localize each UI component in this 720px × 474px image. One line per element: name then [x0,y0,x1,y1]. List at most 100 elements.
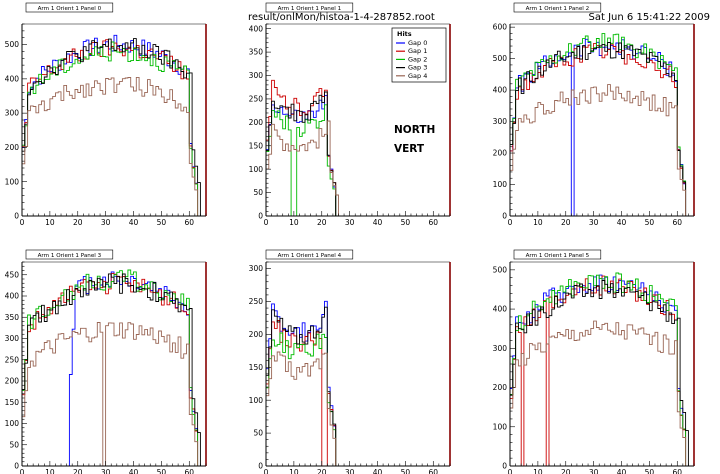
x-tick-label: 0 [264,468,269,474]
histogram-panel: Arm 1 Orient 1 Panel 20 10 20 30 40 50 6001002… [493,2,695,227]
series-gap-0 [509,274,687,466]
x-tick-label: 50 [645,468,655,474]
y-tick-label: 300 [5,334,20,343]
y-tick-label: 0 [14,212,19,221]
y-tick-label: 300 [249,264,264,273]
series-gap-2 [509,33,687,216]
series-gap-4 [265,351,337,466]
x-tick-label: 0 [20,218,25,227]
y-tick-label: 150 [249,141,264,150]
y-tick-label: 150 [249,363,264,372]
y-tick-label: 350 [249,48,264,57]
histogram-panel: Arm 1 Orient 1 Panel 0 0 10 20 30 40 50 60 0 100 2… [5,2,207,227]
legend-entry: Gap 3 [408,64,427,72]
series-gap-3 [509,42,687,216]
legend-entry: Gap 1 [408,47,427,55]
x-tick-label: 50 [401,468,411,474]
x-tick-label: 0 [508,468,513,474]
x-tick-label: 30 [101,218,111,227]
y-tick-label: 350 [5,313,20,322]
x-tick-label: 60 [428,218,438,227]
x-tick-label: 40 [617,218,627,227]
series-gap-4 [509,84,687,216]
y-tick-label: 0 [14,462,19,471]
x-tick-label: 40 [373,468,383,474]
panel-title: Arm 1 Orient 1 Panel 1 [278,6,342,12]
y-tick-label: 100 [493,180,508,189]
series-gap-0 [265,300,337,466]
file-path: result/onlMon/histoa-1-4-287852.root [248,12,435,23]
y-tick-label: 200 [493,149,508,158]
panel-title: Arm 1 Orient 1 Panel 5 [526,253,590,259]
histogram-panel: Arm 1 Orient 1 Panel 3 0 10 20 30 40 50 60 0 50 10… [5,249,207,474]
panel-title: Arm 1 Orient 1 Panel 3 [38,253,102,259]
panel-title: Arm 1 Orient 1 Panel 2 [526,6,590,12]
series-gap-3 [21,38,201,216]
x-tick-label: 10 [289,218,299,227]
series-gap-2 [21,41,199,216]
y-tick-label: 300 [249,71,264,80]
series-gap-3 [265,91,337,216]
x-tick-label: 10 [45,468,55,474]
panel-title-box [25,2,114,13]
y-tick-label: 400 [493,86,508,95]
x-tick-label: 60 [428,468,438,474]
x-tick-label: 20 [561,468,571,474]
x-tick-label: 40 [373,218,383,227]
y-tick-label: 450 [5,270,20,279]
y-tick-label: 400 [5,292,20,301]
x-tick-label: 30 [589,218,599,227]
y-tick-label: 200 [493,383,508,392]
x-tick-label: 40 [617,468,627,474]
series-gap-2 [21,269,199,466]
panel-title-box [25,249,114,260]
x-tick-label: 0 [264,218,269,227]
series-gap-0 [68,271,199,466]
series-gap-2 [265,332,337,466]
y-tick-label: 200 [249,330,264,339]
y-tick-label: 0 [502,462,507,471]
x-tick-label: 30 [345,218,355,227]
y-tick-label: 300 [5,109,20,118]
series-gap-4 [21,322,199,467]
series-gap-4 [265,120,339,216]
x-tick-label: 20 [561,218,571,227]
x-tick-label: 10 [533,218,543,227]
legend-box [391,27,447,83]
x-tick-label: 20 [317,468,327,474]
histogram-panel: Arm 1 Orient 1 Panel 4 0 10 20 30 40 50 60 0 50 10… [249,249,451,474]
y-tick-label: 500 [5,40,20,49]
y-tick-label: 100 [249,165,264,174]
north-label: NORTH [394,124,435,136]
x-tick-label: 60 [672,468,682,474]
y-tick-label: 600 [493,23,508,32]
series-gap-4 [21,76,199,216]
y-tick-label: 0 [258,212,263,221]
y-tick-label: 300 [493,117,508,126]
x-tick-label: 20 [73,218,83,227]
y-tick-label: 50 [253,429,263,438]
legend-entry: Gap 2 [408,55,427,63]
x-tick-label: 0 [508,218,513,227]
y-tick-label: 250 [249,297,264,306]
x-tick-label: 60 [184,468,194,474]
histogram-panel: Arm 1 Orient 1 Panel 5 0 10 20 30 40 50 60 0 100 2… [493,249,695,474]
series-gap-0 [509,38,687,217]
panel-title-box [513,2,602,13]
timestamp: Sat Jun 6 15:41:22 2009 [588,12,710,23]
series-gap-2 [265,104,337,217]
y-tick-label: 200 [5,143,20,152]
x-tick-label: 30 [101,468,111,474]
series-gap-1 [21,273,199,466]
series-gap-1 [265,79,337,216]
y-tick-label: 100 [493,422,508,431]
panel-title-box [265,249,354,260]
series-gap-0 [21,34,199,216]
x-tick-label: 50 [157,468,167,474]
y-tick-label: 400 [5,74,20,83]
y-tick-label: 500 [493,265,508,274]
y-tick-label: 0 [502,212,507,221]
x-tick-label: 10 [533,468,543,474]
y-tick-label: 0 [258,462,263,471]
